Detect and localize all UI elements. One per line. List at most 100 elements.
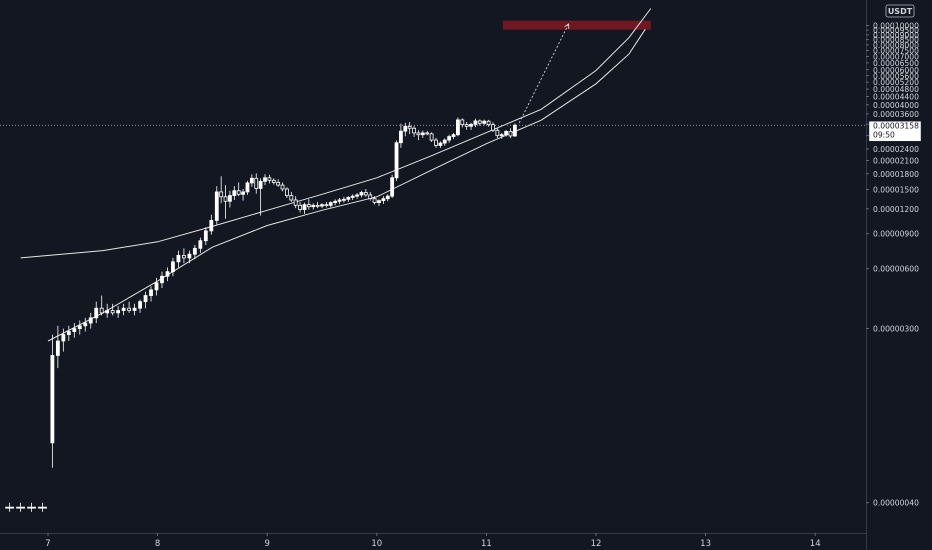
candle[interactable] [143, 291, 148, 309]
candle[interactable] [302, 202, 307, 215]
candle[interactable] [298, 201, 302, 213]
candle[interactable] [425, 130, 430, 136]
candle[interactable] [203, 227, 208, 245]
candle[interactable] [315, 201, 320, 209]
price-axis[interactable]: 0.000100000.000095000.000090000.00008500… [866, 22, 919, 508]
candle[interactable] [491, 122, 495, 133]
currency-badge[interactable]: USDT [885, 4, 915, 18]
candle[interactable] [267, 174, 272, 184]
candle[interactable] [359, 190, 364, 198]
candle[interactable] [198, 237, 203, 253]
candle[interactable] [160, 271, 164, 289]
candle[interactable] [442, 138, 447, 146]
candle[interactable] [337, 198, 342, 204]
candle[interactable] [289, 191, 294, 202]
candle[interactable] [377, 199, 381, 207]
candle[interactable] [306, 199, 311, 210]
candle[interactable] [486, 119, 491, 127]
candle[interactable] [245, 180, 250, 195]
candle[interactable] [285, 187, 289, 199]
candle[interactable] [77, 320, 82, 335]
candle[interactable] [214, 186, 219, 225]
candle[interactable] [27, 502, 36, 512]
candle[interactable] [416, 130, 421, 141]
time-axis[interactable]: 7 8 9 10 11 12 13 14 [45, 533, 821, 549]
candle[interactable] [241, 189, 245, 201]
candle[interactable] [434, 137, 438, 148]
candle[interactable] [182, 248, 186, 264]
candle[interactable] [372, 196, 377, 205]
candle[interactable] [72, 323, 77, 338]
candle[interactable] [116, 305, 121, 318]
candle[interactable] [138, 299, 142, 313]
candle[interactable] [154, 277, 159, 296]
candle[interactable] [88, 312, 93, 329]
candle[interactable] [280, 182, 285, 192]
upper-curve-line[interactable] [20, 8, 652, 259]
candle[interactable] [55, 325, 60, 369]
candle[interactable] [495, 128, 500, 139]
candle[interactable] [451, 132, 456, 140]
lower-curve-line[interactable] [47, 28, 646, 342]
candle[interactable] [228, 190, 232, 208]
candle[interactable] [271, 178, 276, 185]
target-zone-box[interactable] [502, 20, 651, 30]
candle[interactable] [464, 121, 469, 130]
candle[interactable] [132, 303, 137, 316]
candle[interactable] [342, 196, 346, 203]
candle[interactable] [165, 267, 170, 282]
candle[interactable] [368, 191, 373, 201]
candle[interactable] [171, 257, 175, 277]
candle[interactable] [460, 118, 465, 128]
candle[interactable] [477, 119, 482, 126]
candle[interactable] [5, 502, 15, 512]
candle[interactable] [249, 174, 254, 187]
candle[interactable] [504, 129, 509, 137]
candle[interactable] [83, 317, 88, 332]
candle[interactable] [473, 118, 478, 128]
candle[interactable] [482, 119, 487, 126]
candle[interactable] [420, 130, 425, 138]
candle[interactable] [293, 196, 298, 209]
candle[interactable] [429, 132, 434, 143]
candle[interactable] [50, 334, 55, 468]
candle[interactable] [363, 189, 368, 197]
candle[interactable] [192, 244, 197, 260]
candle[interactable] [254, 173, 259, 194]
candle[interactable] [346, 196, 351, 202]
candle[interactable] [223, 185, 228, 219]
candle[interactable] [232, 186, 237, 200]
candle[interactable] [469, 122, 473, 130]
plot-area[interactable] [0, 8, 866, 512]
candle[interactable] [456, 117, 460, 137]
candle[interactable] [66, 325, 71, 341]
candle[interactable] [320, 203, 324, 209]
candle[interactable] [16, 502, 26, 512]
candle[interactable] [187, 250, 192, 264]
candle[interactable] [61, 328, 66, 352]
candle[interactable] [381, 196, 386, 204]
candle[interactable] [407, 121, 412, 135]
candle[interactable] [512, 123, 517, 137]
candle[interactable] [333, 199, 338, 206]
candle[interactable] [499, 132, 504, 139]
candle[interactable] [399, 123, 403, 148]
candle[interactable] [149, 286, 153, 302]
candle[interactable] [324, 201, 329, 208]
candle[interactable] [127, 301, 132, 313]
candle[interactable] [263, 174, 267, 186]
candle[interactable] [355, 193, 359, 199]
candle[interactable] [403, 122, 408, 137]
candle[interactable] [176, 250, 181, 268]
candle[interactable] [385, 194, 390, 202]
candle[interactable] [447, 134, 452, 143]
candle[interactable] [209, 214, 214, 235]
candle[interactable] [219, 176, 224, 204]
candle[interactable] [99, 295, 104, 316]
candle[interactable] [350, 194, 355, 200]
candle[interactable] [105, 303, 110, 318]
candle[interactable] [276, 179, 281, 187]
candle[interactable] [311, 203, 316, 210]
candle[interactable] [94, 301, 99, 324]
